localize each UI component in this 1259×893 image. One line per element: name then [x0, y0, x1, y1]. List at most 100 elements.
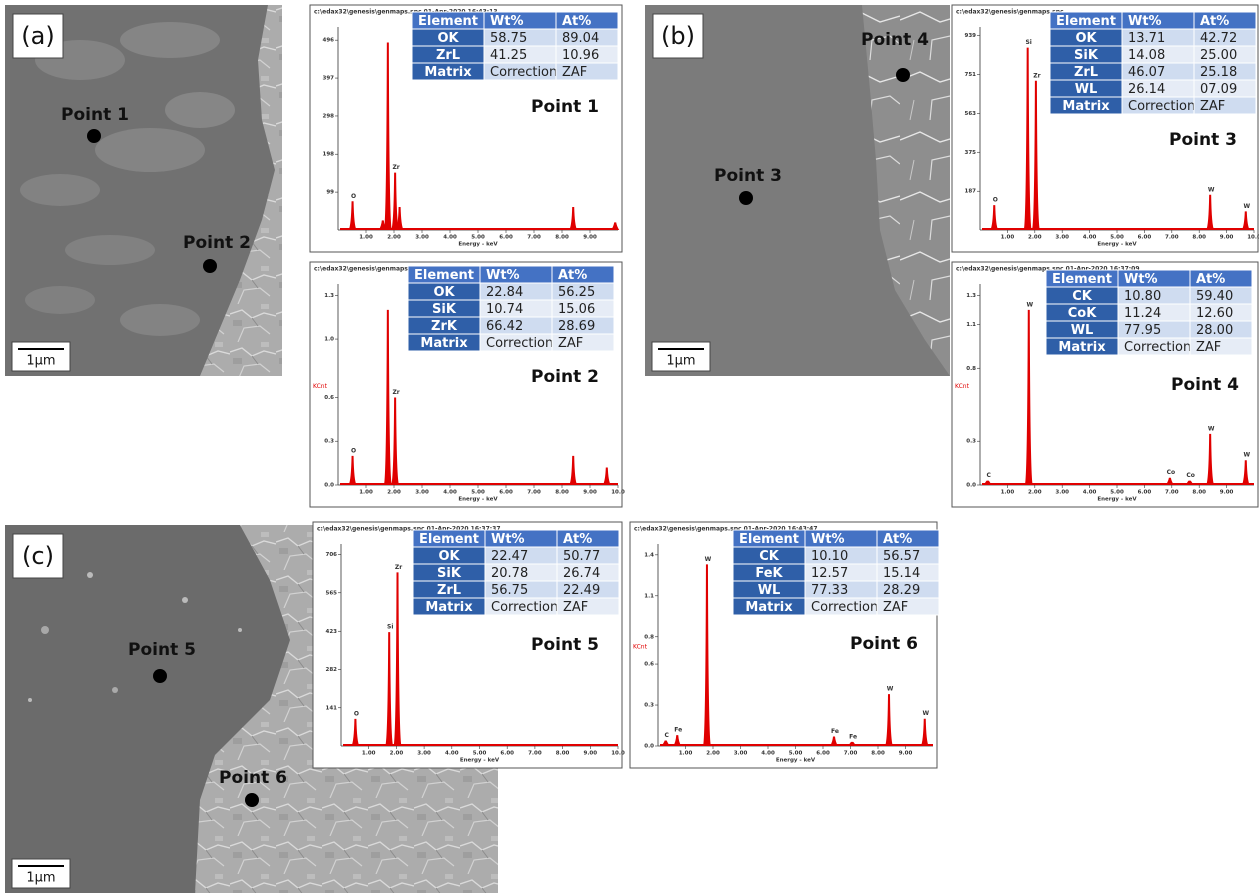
x-tick-label: 5.00 [471, 235, 485, 241]
table-value: 59.40 [1196, 289, 1233, 304]
table-value: OK [438, 549, 460, 564]
table-header: Wt% [490, 14, 524, 29]
x-tick-label: 9.00 [899, 751, 913, 757]
spectrum-header: c:\edax32\genesis\genmaps.spc 01-Apr-202… [314, 9, 498, 16]
spectrum-title: Point 4 [1171, 375, 1239, 395]
table-value: 22.84 [486, 285, 523, 300]
y-tick-label: 563 [965, 111, 977, 117]
y-tick-label: 198 [323, 152, 335, 158]
peak-label: Fe [674, 727, 682, 734]
table-value: 20.78 [491, 566, 528, 581]
table-value: 15.06 [558, 302, 595, 317]
table-value: Correction [1124, 340, 1191, 355]
x-tick-label: 9.00 [1220, 490, 1234, 496]
scale-bar-label: 1μm [666, 354, 695, 369]
x-axis-label: Energy - keV [458, 242, 498, 248]
y-unit: KCnt [313, 383, 328, 390]
y-tick-label: 423 [326, 629, 338, 635]
table-value: 12.60 [1196, 306, 1233, 321]
table-value: Correction [1128, 99, 1195, 114]
table-header: Wt% [491, 532, 525, 547]
x-tick-label: 5.00 [471, 490, 485, 496]
peak [983, 480, 992, 485]
peak [569, 455, 578, 485]
table-value: 77.95 [1124, 323, 1161, 338]
x-tick-label: 1.00 [1001, 235, 1015, 241]
x-tick-label: 6.00 [499, 490, 513, 496]
table-value: 41.25 [490, 48, 527, 63]
peak [383, 309, 392, 485]
table-value: 56.25 [558, 285, 595, 300]
table-value: SiK [432, 302, 457, 317]
table-value: 11.24 [1124, 306, 1161, 321]
y-tick-label: 0.3 [324, 439, 334, 445]
peak [1023, 47, 1032, 231]
peak [391, 397, 400, 485]
table-value: Matrix [420, 336, 468, 351]
table-value: Matrix [1062, 99, 1110, 114]
x-tick-label: 7.00 [527, 235, 541, 241]
x-tick-label: 8.00 [555, 235, 569, 241]
table-header: At% [1200, 14, 1229, 29]
table-header: Element [418, 14, 478, 29]
x-tick-label: 8.00 [1192, 235, 1206, 241]
x-tick-label: 1.00 [679, 751, 693, 757]
y-unit: KCnt [955, 383, 970, 390]
table-value: Matrix [1058, 340, 1106, 355]
y-tick-label: 375 [965, 150, 977, 156]
x-axis-label: Energy - keV [460, 758, 500, 764]
table-header: Element [419, 532, 479, 547]
x-tick-label: 7.00 [1165, 490, 1179, 496]
peak [391, 172, 400, 230]
y-tick-label: 397 [323, 76, 335, 82]
table-value: OK [1075, 31, 1097, 46]
table-value: 46.07 [1128, 65, 1165, 80]
y-tick-label: 0.0 [966, 483, 976, 489]
spectrum-header: c:\edax32\genesis\genmaps.spc [314, 266, 422, 273]
x-tick-label: 8.00 [556, 751, 570, 757]
peak [348, 455, 357, 485]
table-value: 50.77 [563, 549, 600, 564]
y-tick-label: 1.1 [644, 593, 654, 599]
peak [1206, 433, 1215, 485]
x-tick-label: 5.00 [1110, 490, 1124, 496]
table-header: Element [1052, 272, 1112, 287]
peak-label: O [354, 710, 359, 717]
peak-label: W [922, 710, 929, 717]
x-tick-label: 10.0 [1247, 235, 1259, 241]
spectrum-title: Point 5 [531, 635, 599, 655]
point-label: Point 6 [219, 768, 287, 788]
table-value: ZAF [558, 336, 583, 351]
table-value: 13.71 [1128, 31, 1165, 46]
peak [702, 564, 711, 746]
panel-label: (c) [22, 542, 54, 570]
y-tick-label: 99 [326, 190, 334, 196]
y-tick-label: 751 [965, 72, 977, 78]
x-tick-label: 7.00 [527, 490, 541, 496]
peak-label: C [986, 472, 991, 479]
spectrum-header: c:\edax32\genesis\genmaps.spc 01-Apr-202… [634, 526, 818, 533]
table-value: ZAF [563, 600, 588, 615]
panel-label-box [652, 13, 704, 59]
x-axis-label: Energy - keV [1097, 497, 1137, 503]
table-header: Wt% [486, 268, 520, 283]
x-tick-label: 2.00 [1028, 235, 1042, 241]
x-tick-label: 7.00 [844, 751, 858, 757]
x-tick-label: 2.00 [387, 235, 401, 241]
x-tick-label: 7.00 [528, 751, 542, 757]
table-value: 66.42 [486, 319, 523, 334]
x-tick-label: 10.0 [611, 751, 625, 757]
x-tick-label: 4.00 [761, 751, 775, 757]
peak-label: Fe [849, 733, 857, 740]
table-value: 28.29 [883, 583, 920, 598]
panel-label-box [12, 533, 64, 579]
x-tick-label: 6.00 [1138, 490, 1152, 496]
x-tick-label: 3.00 [417, 751, 431, 757]
peak [569, 207, 578, 230]
x-tick-label: 6.00 [499, 235, 513, 241]
table-value: 56.75 [491, 583, 528, 598]
spectrum-title: Point 2 [531, 367, 599, 387]
y-tick-label: 0.8 [644, 634, 654, 640]
table-value: ZAF [1196, 340, 1221, 355]
